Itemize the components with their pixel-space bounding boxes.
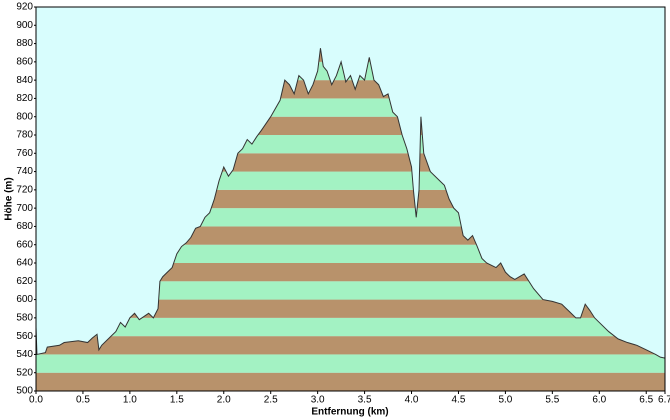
y-tick-label: 760 (16, 148, 33, 159)
profile-line (35, 48, 666, 359)
y-tick-label: 860 (16, 56, 33, 67)
y-tick-label: 620 (16, 276, 33, 287)
y-tick-label: 880 (16, 38, 33, 49)
y-tick-label: 520 (16, 367, 33, 378)
x-tick-label: 0.0 (29, 395, 43, 406)
x-tick-label: 2.0 (217, 395, 231, 406)
x-tick-label: 5.0 (498, 395, 512, 406)
elevation-band (36, 299, 665, 318)
y-tick-label: 720 (16, 184, 33, 195)
y-tick-label: 600 (16, 294, 33, 305)
elevation-band (36, 281, 665, 300)
x-tick-label: 5.5 (545, 395, 559, 406)
y-tick-label: 840 (16, 75, 33, 86)
y-tick-label: 920 (16, 2, 33, 13)
x-tick-label: 1.0 (123, 395, 137, 406)
elevation-band (36, 354, 665, 373)
y-tick-label: 580 (16, 312, 33, 323)
y-tick-label: 680 (16, 221, 33, 232)
y-tick-label: 560 (16, 331, 33, 342)
y-tick-label: 500 (16, 386, 33, 397)
elevation-band (36, 317, 665, 337)
x-tick-label: 6.5 (639, 395, 653, 406)
x-axis-title: Entfernung (km) (311, 407, 388, 418)
x-tick-label: 6.0 (592, 395, 606, 406)
x-tick-label: 1.5 (170, 395, 184, 406)
elevation-band (36, 336, 665, 355)
x-tick-label: 0.5 (76, 395, 90, 406)
x-tick-label: 4.0 (405, 395, 419, 406)
y-axis-title: Höhe (m) (4, 177, 15, 220)
y-tick-label: 700 (16, 203, 33, 214)
y-tick-label: 900 (16, 20, 33, 31)
y-tick-label: 780 (16, 130, 33, 141)
elevation-band (36, 372, 665, 391)
y-tick-label: 740 (16, 166, 33, 177)
y-tick-label: 640 (16, 258, 33, 269)
y-tick-label: 800 (16, 111, 33, 122)
x-tick-label: 3.0 (311, 395, 325, 406)
y-tick-label: 540 (16, 349, 33, 360)
x-tick-label: 3.5 (358, 395, 372, 406)
x-tick-label: 4.5 (452, 395, 466, 406)
y-tick-label: 820 (16, 93, 33, 104)
plot-frame (35, 6, 666, 392)
x-tick-label: 6.7 (658, 395, 670, 406)
y-tick-label: 660 (16, 239, 33, 250)
x-tick-label: 2.5 (264, 395, 278, 406)
